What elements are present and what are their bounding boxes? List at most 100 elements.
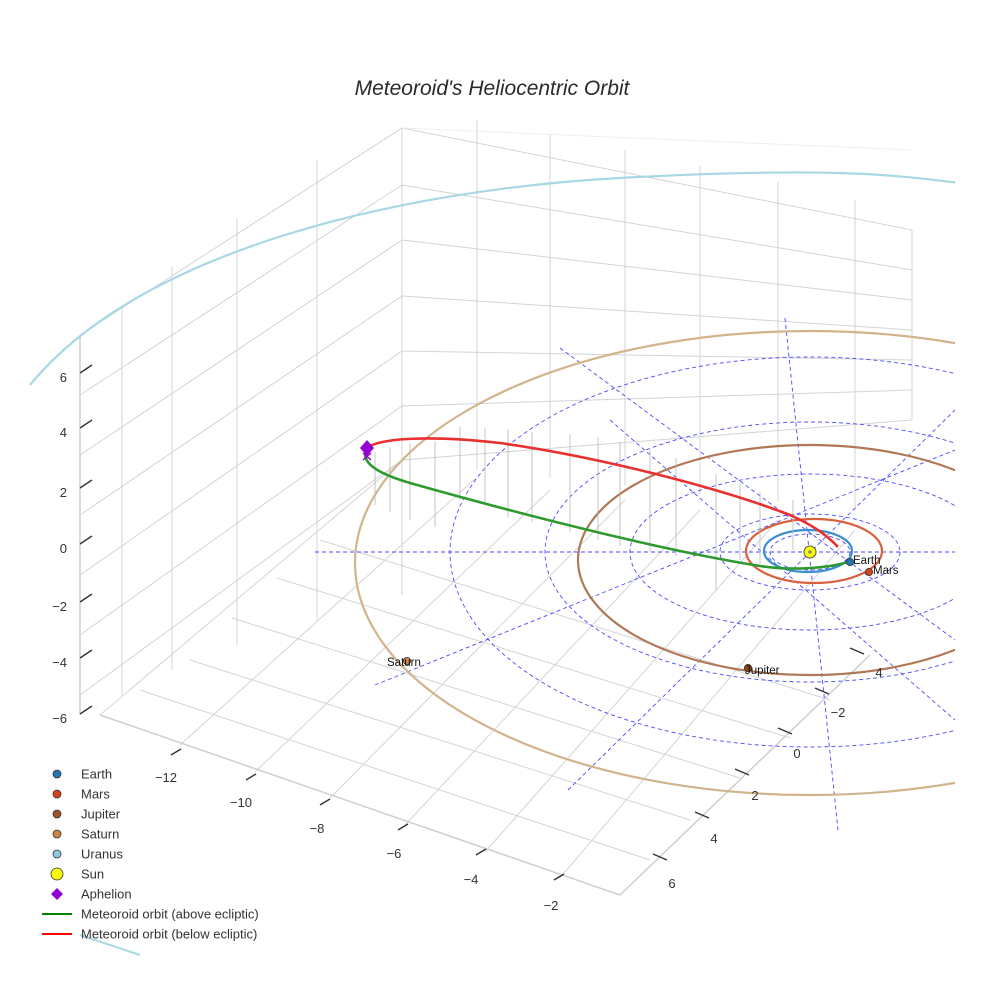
uranus-orbit	[29, 171, 955, 386]
legend-label: Aphelion	[81, 887, 132, 902]
legend-marker	[52, 769, 62, 779]
grid-line	[189, 659, 691, 821]
legend-item[interactable]: Meteoroid orbit (above ecliptic)	[42, 907, 259, 922]
grid-line	[79, 184, 403, 396]
legend: Earth Mars Jupiter Saturn Uranus Sun Aphelion M…	[42, 767, 259, 942]
x-tick-label: −6	[387, 846, 402, 861]
ecliptic-spoke	[784, 317, 839, 831]
grid-line	[401, 389, 913, 407]
grid-line	[139, 689, 651, 861]
drop-lines	[374, 427, 794, 590]
x-tick-mark	[319, 798, 331, 806]
x-tick-label: −10	[230, 795, 252, 810]
y-tick-label: 6	[668, 876, 675, 891]
legend-label: Meteoroid orbit (above ecliptic)	[81, 907, 259, 922]
z-tick-label: −2	[52, 599, 67, 614]
y-tick-label: 4	[710, 831, 717, 846]
grid-line	[79, 350, 403, 576]
y-tick-label: −2	[831, 705, 846, 720]
legend-item[interactable]: Sun	[50, 867, 104, 882]
z-tick-mark	[79, 479, 93, 489]
ecliptic-ring	[544, 421, 955, 683]
z-tick-mark	[79, 593, 93, 603]
legend-label: Sun	[81, 867, 104, 882]
z-tick-label: 2	[60, 485, 67, 500]
legend-label: Meteoroid orbit (below ecliptic)	[81, 927, 257, 942]
y-tick-label: 4	[875, 665, 882, 680]
y-tick-mark	[849, 647, 865, 655]
grid-line	[401, 239, 913, 301]
legend-item[interactable]: Jupiter	[52, 807, 121, 822]
grid-line	[319, 539, 831, 701]
legend-item[interactable]: Mars	[52, 787, 110, 802]
mars-marker	[865, 568, 874, 577]
z-axis-ticks: 6 4 2 0 −2 −4 −6	[52, 364, 93, 726]
grid-line	[79, 405, 403, 636]
legend-marker	[50, 867, 64, 881]
grid-line	[401, 184, 913, 271]
x-tick-label: −8	[310, 821, 325, 836]
x-tick-label: −2	[544, 898, 559, 913]
legend-item[interactable]: Earth	[52, 767, 112, 782]
label-saturn: Saturn	[387, 657, 421, 669]
jupiter-marker	[744, 664, 753, 673]
y-axis-ticks: −2 0 2 4 6 4	[652, 647, 883, 891]
legend-marker	[52, 789, 62, 799]
z-tick-mark	[79, 535, 93, 545]
mars-orbit	[744, 517, 884, 585]
x-tick-label: −12	[155, 770, 177, 785]
ecliptic-spoke	[374, 449, 955, 686]
grid-line	[99, 459, 403, 716]
z-tick-label: 0	[60, 541, 67, 556]
legend-marker	[52, 829, 62, 839]
meteoroid-orbit-above	[363, 447, 849, 570]
x-axis-ticks: −12 −10 −8 −6 −4 −2	[155, 748, 565, 913]
y-tick-mark	[734, 768, 750, 776]
saturn-orbit	[354, 329, 955, 797]
x-tick-mark	[245, 773, 257, 781]
legend-item[interactable]: Saturn	[52, 827, 119, 842]
grid-line	[329, 499, 626, 799]
grid-line	[401, 350, 913, 361]
legend-item[interactable]: Meteoroid orbit (below ecliptic)	[42, 927, 257, 942]
z-tick-mark	[79, 419, 93, 429]
z-tick-label: −4	[52, 655, 67, 670]
grid-line	[401, 127, 913, 151]
grid-line	[401, 127, 913, 231]
y-tick-mark	[777, 727, 793, 735]
ecliptic-spoke	[559, 347, 955, 641]
ecliptic-spoke	[567, 409, 955, 791]
earth-orbit	[762, 528, 854, 574]
grid-line	[254, 489, 551, 773]
y-tick-mark	[814, 687, 830, 695]
z-tick-label: 6	[60, 370, 67, 385]
y-tick-label: 2	[751, 788, 758, 803]
y-tick-label: 0	[793, 746, 800, 761]
legend-marker	[52, 849, 62, 859]
grid-line	[484, 519, 779, 853]
ecliptic-spoke	[609, 419, 955, 721]
z-tick-mark	[79, 649, 93, 659]
grid-line	[79, 127, 403, 336]
grid-line	[79, 459, 403, 696]
y-tick-mark	[694, 811, 710, 819]
legend-label: Earth	[81, 767, 112, 782]
legend-item[interactable]: Aphelion	[51, 887, 132, 902]
grid-line	[79, 295, 403, 516]
aphelion-marker	[360, 440, 374, 456]
label-mars: Mars	[873, 565, 899, 577]
legend-label: Mars	[81, 787, 110, 802]
chart-title: Meteoroid's Heliocentric Orbit	[355, 77, 631, 100]
grid-line	[231, 617, 741, 779]
jupiter-orbit	[576, 443, 955, 677]
grid-line	[401, 295, 913, 331]
aphelion-x-marker	[362, 452, 372, 461]
aphelion-x-stroke	[362, 452, 372, 461]
legend-label: Uranus	[81, 847, 123, 862]
grid-line	[179, 477, 477, 746]
grid-line	[401, 419, 913, 461]
label-jupiter: Jupiter	[745, 665, 780, 677]
legend-item[interactable]: Uranus	[52, 847, 123, 862]
legend-label: Saturn	[81, 827, 119, 842]
